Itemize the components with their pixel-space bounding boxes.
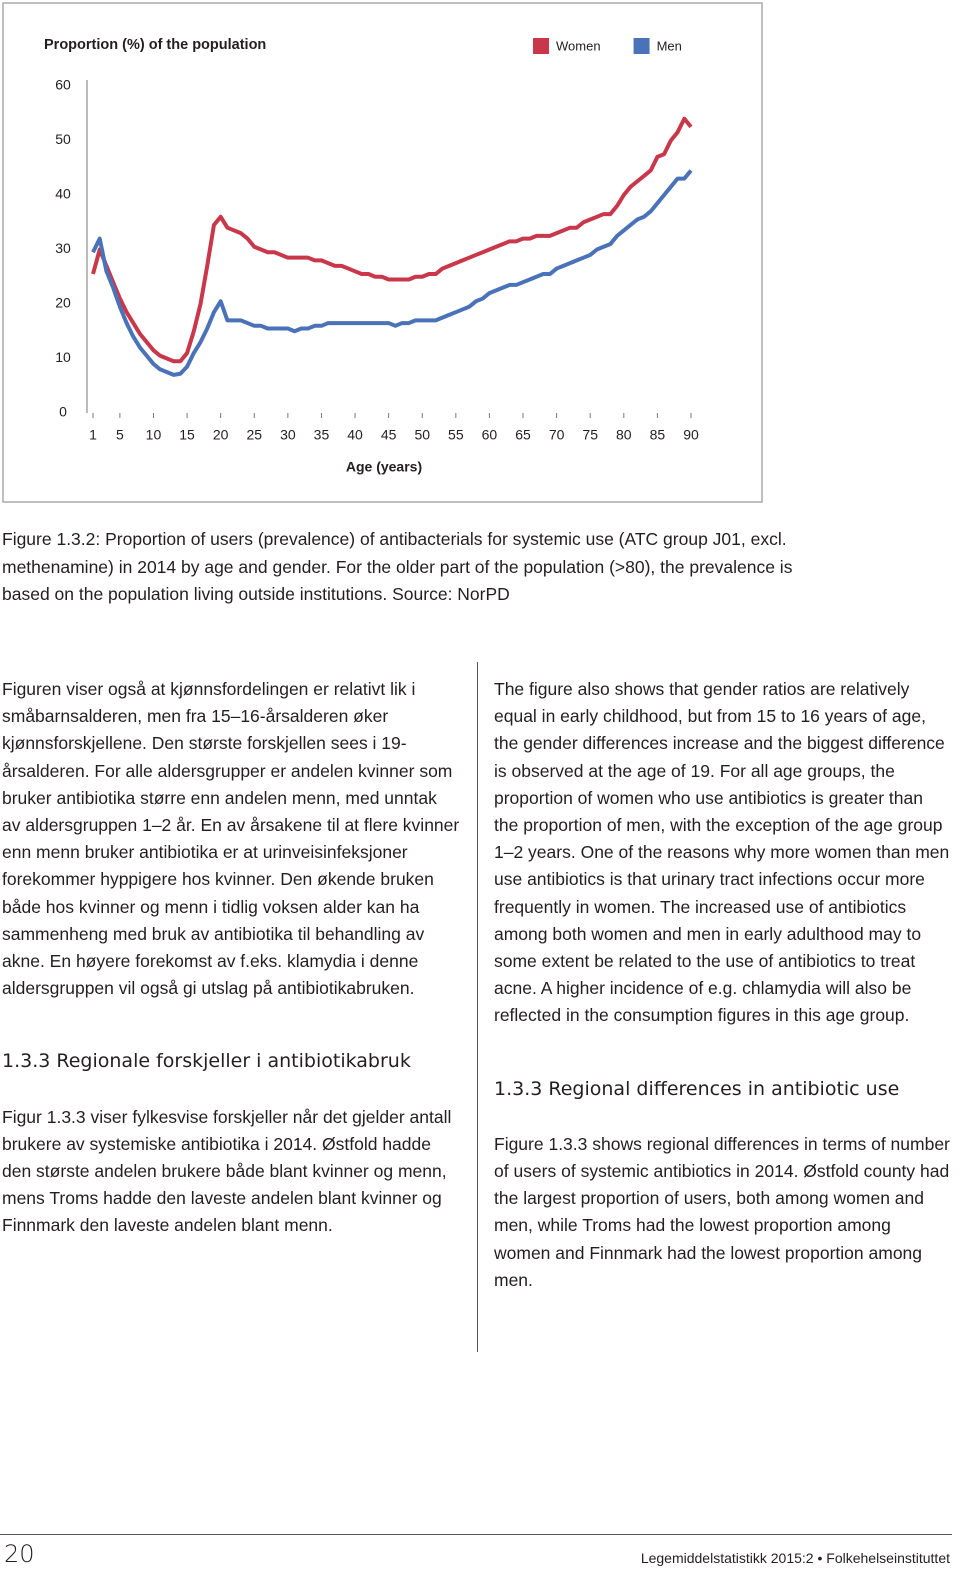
- x-tick-label: 90: [683, 427, 699, 443]
- x-tick-label: 25: [246, 427, 262, 443]
- paragraph: Figure 1.3.3 shows regional differences …: [494, 1133, 950, 1290]
- x-tick-label: 1: [89, 427, 97, 443]
- left-column: Figuren viser også at kjønnsfordelingen …: [2, 676, 460, 1240]
- x-tick-label: 20: [213, 427, 229, 443]
- page-number: 20: [4, 1540, 35, 1568]
- column-divider: [477, 662, 478, 1352]
- x-tick-label: 55: [448, 427, 464, 443]
- chart-frame: [2, 2, 763, 503]
- publication-name: Legemiddelstatistikk 2015:2 • Folkehelse…: [640, 1550, 950, 1566]
- figure-caption: Figure 1.3.2: Proportion of users (preva…: [2, 529, 793, 604]
- x-axis-label: Age (years): [346, 459, 422, 475]
- y-tick-label: 20: [55, 295, 71, 311]
- legend-swatch: [533, 38, 549, 54]
- y-tick-label: 0: [59, 404, 67, 420]
- data-line: [91, 116, 693, 364]
- legend-label: Men: [657, 38, 682, 53]
- data-line: [91, 169, 693, 377]
- chart-title: Proportion (%) of the population: [44, 37, 266, 53]
- paragraph: The figure also shows that gender ratios…: [494, 679, 950, 1026]
- x-tick-label: 70: [549, 427, 565, 443]
- x-tick-label: 50: [414, 427, 430, 443]
- y-tick-label: 60: [55, 77, 71, 93]
- paragraph: Figuren viser også at kjønnsfordelingen …: [2, 679, 460, 999]
- chart: Proportion (%) of the population Age (ye…: [2, 2, 763, 503]
- right-column: The figure also shows that gender ratios…: [494, 676, 952, 1294]
- x-tick-label: 65: [515, 427, 531, 443]
- x-tick-label: 15: [179, 427, 195, 443]
- x-tick-label: 60: [482, 427, 498, 443]
- y-tick-label: 30: [55, 240, 71, 256]
- x-tick-label: 40: [347, 427, 363, 443]
- footer-rule: [0, 1534, 952, 1535]
- x-tick-label: 35: [314, 427, 330, 443]
- x-tick-label: 80: [616, 427, 632, 443]
- legend-label: Women: [556, 38, 601, 53]
- x-tick-label: 85: [650, 427, 666, 443]
- paragraph: Figur 1.3.3 viser fylkesvise forskjeller…: [2, 1106, 452, 1236]
- y-tick-label: 10: [55, 349, 71, 365]
- legend-swatch: [633, 38, 650, 54]
- x-tick-label: 75: [582, 427, 598, 443]
- x-tick-label: 30: [280, 427, 296, 443]
- x-tick-label: 5: [116, 427, 124, 443]
- y-tick-label: 40: [55, 186, 71, 202]
- section-heading: 1.3.3 Regional differences in antibiotic…: [494, 1077, 900, 1100]
- section-heading: 1.3.3 Regionale forskjeller i antibiotik…: [2, 1050, 411, 1073]
- y-tick-label: 50: [55, 131, 71, 147]
- x-tick-label: 10: [146, 427, 162, 443]
- x-tick-label: 45: [381, 427, 397, 443]
